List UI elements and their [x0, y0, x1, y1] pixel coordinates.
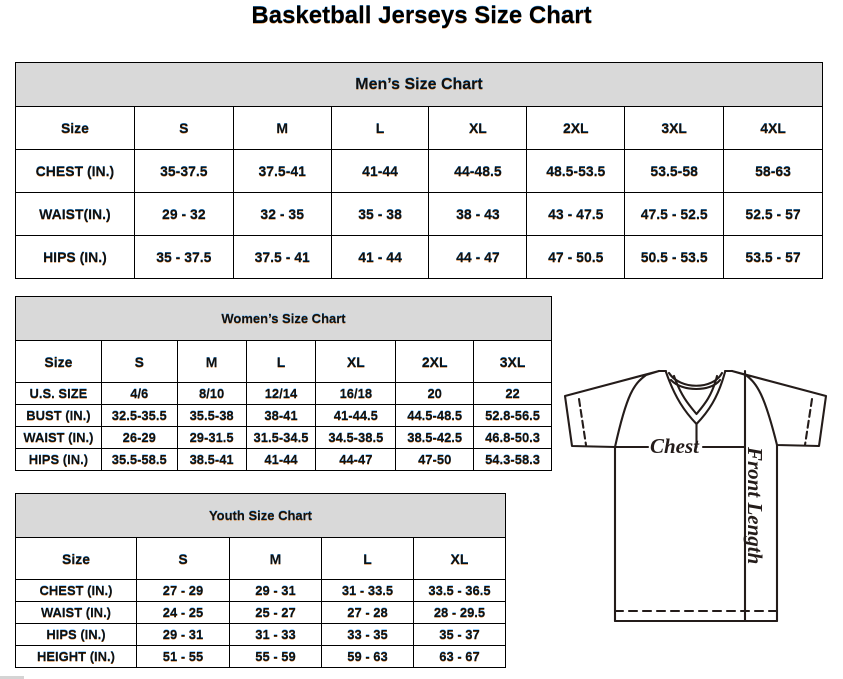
svg-text:Chest: Chest: [650, 434, 700, 458]
svg-text:Front Length: Front Length: [743, 446, 767, 564]
